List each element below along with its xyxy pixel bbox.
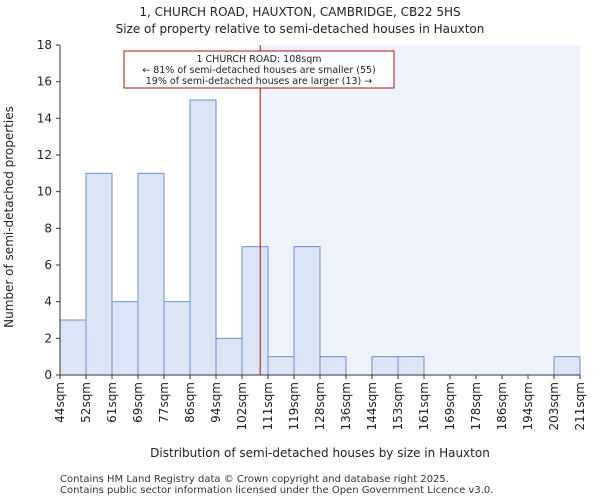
x-tick-label: 77sqm <box>157 382 171 423</box>
footer-copyright: Contains HM Land Registry data © Crown c… <box>60 474 449 485</box>
x-tick-label: 94sqm <box>209 382 223 423</box>
x-tick-label: 186sqm <box>495 382 509 430</box>
annotation-box <box>123 50 395 89</box>
bar-144sqm <box>371 356 399 376</box>
y-axis-label: Number of semi-detached properties <box>2 106 16 328</box>
y-tick-label: 10 <box>37 185 52 199</box>
chart-title: 1, CHURCH ROAD, HAUXTON, CAMBRIDGE, CB22… <box>139 5 460 19</box>
x-tick-label: 169sqm <box>443 382 457 430</box>
bar-119sqm <box>293 246 321 376</box>
bar-52sqm <box>85 172 113 376</box>
y-tick-label: 8 <box>44 221 52 235</box>
x-tick-label: 119sqm <box>287 382 301 430</box>
annotation-title: 1 CHURCH ROAD: 108sqm <box>196 54 321 65</box>
y-tick-label: 4 <box>44 295 52 309</box>
x-tick-label: 102sqm <box>235 382 249 430</box>
x-tick-label: 52sqm <box>79 382 93 423</box>
x-tick-label: 86sqm <box>183 382 197 423</box>
y-tick-label: 14 <box>37 111 52 125</box>
x-tick-label: 128sqm <box>313 382 327 430</box>
footer-licence: Contains public sector information licen… <box>60 485 494 496</box>
x-tick-label: 194sqm <box>521 382 535 430</box>
x-tick-label: 203sqm <box>547 382 561 430</box>
x-tick-label: 61sqm <box>105 382 119 423</box>
property-annotation: 1 CHURCH ROAD: 108sqm ← 81% of semi-deta… <box>123 50 395 89</box>
bar-203sqm <box>553 356 581 376</box>
chart-subtitle: Size of property relative to semi-detach… <box>116 22 485 36</box>
bar-86sqm <box>189 99 217 376</box>
x-tick-label: 44sqm <box>53 382 67 423</box>
y-tick-label: 0 <box>44 368 52 382</box>
bar-102sqm <box>241 246 269 376</box>
annotation-larger: 19% of semi-detached houses are larger (… <box>146 76 373 87</box>
x-tick-label: 144sqm <box>365 382 379 430</box>
bar-128sqm <box>319 356 347 376</box>
x-tick-label: 136sqm <box>339 382 353 430</box>
y-tick-label: 18 <box>37 38 52 52</box>
x-tick-label: 111sqm <box>261 382 275 430</box>
x-tick-label: 161sqm <box>417 382 431 430</box>
bar-94sqm <box>215 337 243 376</box>
x-axis-label: Distribution of semi-detached houses by … <box>150 446 490 460</box>
y-tick-label: 6 <box>44 258 52 272</box>
x-tick-label: 69sqm <box>131 382 145 423</box>
bar-44sqm <box>59 319 87 376</box>
x-tick-label: 178sqm <box>469 382 483 430</box>
annotation-smaller: ← 81% of semi-detached houses are smalle… <box>142 65 376 76</box>
bar-153sqm <box>397 356 425 376</box>
bar-61sqm <box>111 301 139 376</box>
bar-69sqm <box>137 172 165 376</box>
y-tick-label: 12 <box>37 148 52 162</box>
bar-111sqm <box>267 356 295 376</box>
y-tick-label: 16 <box>37 75 52 89</box>
bar-77sqm <box>163 301 191 376</box>
y-tick-label: 2 <box>44 331 52 345</box>
x-tick-label: 153sqm <box>391 382 405 430</box>
x-tick-label: 211sqm <box>573 382 587 430</box>
